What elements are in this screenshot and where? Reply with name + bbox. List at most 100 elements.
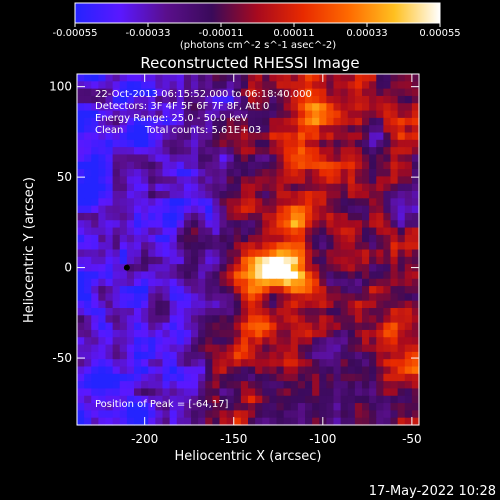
heatmap-cell bbox=[119, 264, 128, 273]
heatmap-cell bbox=[112, 344, 121, 353]
heatmap-cell bbox=[233, 249, 242, 258]
heatmap-cell bbox=[255, 147, 263, 156]
heatmap-cell bbox=[397, 264, 406, 273]
heatmap-cell bbox=[176, 198, 185, 207]
heatmap-cell bbox=[155, 198, 164, 207]
heatmap-cell bbox=[219, 74, 228, 82]
heatmap-cell bbox=[162, 95, 171, 104]
heatmap-cell bbox=[404, 176, 413, 185]
heatmap-cell bbox=[155, 176, 164, 185]
heatmap-cell bbox=[354, 169, 363, 177]
heatmap-cell bbox=[255, 278, 263, 287]
heatmap-cell bbox=[297, 278, 306, 287]
heatmap-cell bbox=[397, 293, 406, 302]
heatmap-cell bbox=[84, 227, 92, 236]
heatmap-cell bbox=[404, 388, 413, 397]
heatmap-cell bbox=[112, 161, 121, 170]
heatmap-cell bbox=[369, 81, 377, 90]
heatmap-cell bbox=[404, 381, 413, 390]
heatmap-cell bbox=[383, 183, 392, 192]
heatmap-cell bbox=[354, 183, 363, 192]
heatmap-cell bbox=[176, 359, 185, 368]
heatmap-cell bbox=[269, 264, 278, 273]
heatmap-cell bbox=[269, 351, 278, 360]
heatmap-cell bbox=[297, 395, 306, 404]
heatmap-cell bbox=[411, 417, 420, 426]
heatmap-cell bbox=[226, 198, 235, 207]
heatmap-cell bbox=[290, 329, 299, 338]
heatmap-cell bbox=[255, 205, 263, 214]
heatmap-cell bbox=[362, 198, 370, 207]
heatmap-cell bbox=[340, 147, 349, 156]
heatmap-cell bbox=[397, 417, 406, 426]
heatmap-cell bbox=[312, 366, 320, 375]
heatmap-cell bbox=[255, 264, 263, 273]
heatmap-cell bbox=[191, 110, 199, 119]
heatmap-cell bbox=[255, 351, 263, 360]
heatmap-cell bbox=[198, 198, 206, 207]
heatmap-cell bbox=[84, 139, 92, 148]
heatmap-cell bbox=[297, 154, 306, 163]
heatmap-cell bbox=[240, 176, 249, 185]
heatmap-cell bbox=[255, 410, 263, 419]
heatmap-cell bbox=[383, 161, 392, 170]
heatmap-cell bbox=[198, 117, 206, 126]
heatmap-cell bbox=[162, 308, 171, 316]
heatmap-cell bbox=[404, 103, 413, 112]
heatmap-cell bbox=[105, 381, 114, 390]
heatmap-cell bbox=[269, 205, 278, 214]
heatmap-cell bbox=[91, 132, 99, 141]
heatmap-cell bbox=[105, 117, 114, 126]
heatmap-cell bbox=[276, 366, 285, 375]
heatmap-cell bbox=[340, 293, 349, 302]
heatmap-cell bbox=[390, 300, 399, 309]
heatmap-cell bbox=[333, 417, 342, 426]
heatmap-cell bbox=[226, 366, 235, 375]
heatmap-cell bbox=[134, 169, 142, 177]
heatmap-cell bbox=[226, 395, 235, 404]
heatmap-cell bbox=[141, 403, 149, 411]
heatmap-cell bbox=[205, 300, 213, 309]
heatmap-cell bbox=[91, 373, 99, 382]
heatmap-cell bbox=[169, 176, 178, 185]
heatmap-cell bbox=[169, 308, 178, 316]
heatmap-cell bbox=[362, 117, 370, 126]
heatmap-cell bbox=[205, 308, 213, 316]
heatmap-cell bbox=[326, 300, 335, 309]
heatmap-cell bbox=[255, 381, 263, 390]
heatmap-cell bbox=[198, 81, 206, 90]
heatmap-cell bbox=[369, 256, 377, 265]
heatmap-cell bbox=[333, 227, 342, 236]
heatmap-cell bbox=[205, 337, 213, 346]
heatmap-cell bbox=[340, 103, 349, 112]
heatmap-cell bbox=[162, 388, 171, 397]
heatmap-cell bbox=[354, 110, 363, 119]
heatmap-cell bbox=[404, 191, 413, 199]
heatmap-cell bbox=[112, 395, 121, 404]
heatmap-cell bbox=[176, 388, 185, 397]
heatmap-cell bbox=[84, 337, 92, 346]
heatmap-cell bbox=[105, 373, 114, 382]
heatmap-cell bbox=[226, 256, 235, 265]
heatmap-cell bbox=[148, 212, 156, 221]
heatmap-cell bbox=[319, 322, 327, 331]
heatmap-cell bbox=[312, 300, 320, 309]
heatmap-cell bbox=[255, 308, 263, 316]
heatmap-cell bbox=[198, 103, 206, 112]
heatmap-cell bbox=[134, 395, 142, 404]
heatmap-cell bbox=[390, 205, 399, 214]
heatmap-cell bbox=[340, 351, 349, 360]
heatmap-cell bbox=[191, 410, 199, 419]
heatmap-cell bbox=[219, 315, 228, 324]
heatmap-cell bbox=[312, 344, 320, 353]
heatmap-cell bbox=[297, 88, 306, 97]
heatmap-cell bbox=[297, 242, 306, 251]
heatmap-cell bbox=[105, 359, 114, 368]
heatmap-cell bbox=[326, 169, 335, 177]
heatmap-cell bbox=[262, 234, 270, 243]
heatmap-cell bbox=[176, 395, 185, 404]
heatmap-cell bbox=[340, 264, 349, 273]
heatmap-cell bbox=[354, 249, 363, 258]
heatmap-cell bbox=[255, 359, 263, 368]
heatmap-cell bbox=[333, 271, 342, 280]
